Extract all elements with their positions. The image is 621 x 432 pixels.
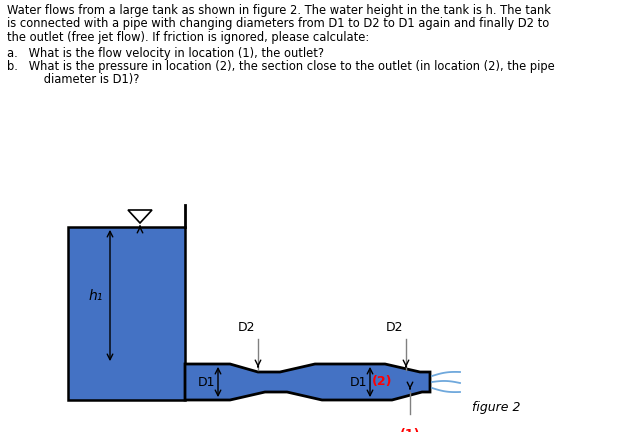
Text: the outlet (free jet flow). If friction is ignored, please calculate:: the outlet (free jet flow). If friction … bbox=[7, 31, 369, 44]
Text: a.   What is the flow velocity in location (1), the outlet?: a. What is the flow velocity in location… bbox=[7, 47, 324, 60]
Text: diameter is D1)?: diameter is D1)? bbox=[22, 73, 139, 86]
Text: figure 2: figure 2 bbox=[472, 401, 520, 414]
Text: (1): (1) bbox=[400, 428, 420, 432]
Polygon shape bbox=[128, 210, 152, 223]
Text: h₁: h₁ bbox=[89, 289, 103, 302]
Text: is connected with a pipe with changing diameters from D1 to D2 to D1 again and f: is connected with a pipe with changing d… bbox=[7, 18, 549, 31]
Text: D1: D1 bbox=[350, 375, 367, 388]
Text: (2): (2) bbox=[372, 375, 392, 388]
Text: b.   What is the pressure in location (2), the section close to the outlet (in l: b. What is the pressure in location (2),… bbox=[7, 60, 555, 73]
Polygon shape bbox=[185, 364, 430, 400]
Polygon shape bbox=[68, 227, 185, 400]
Text: D1: D1 bbox=[197, 375, 215, 388]
Text: Water flows from a large tank as shown in figure 2. The water height in the tank: Water flows from a large tank as shown i… bbox=[7, 4, 551, 17]
Text: D2: D2 bbox=[386, 321, 403, 334]
Text: D2: D2 bbox=[237, 321, 255, 334]
